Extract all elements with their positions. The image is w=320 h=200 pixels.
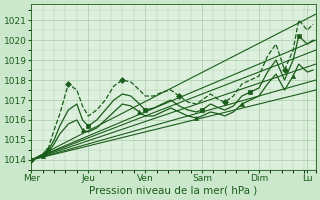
X-axis label: Pression niveau de la mer( hPa ): Pression niveau de la mer( hPa ): [90, 186, 258, 196]
